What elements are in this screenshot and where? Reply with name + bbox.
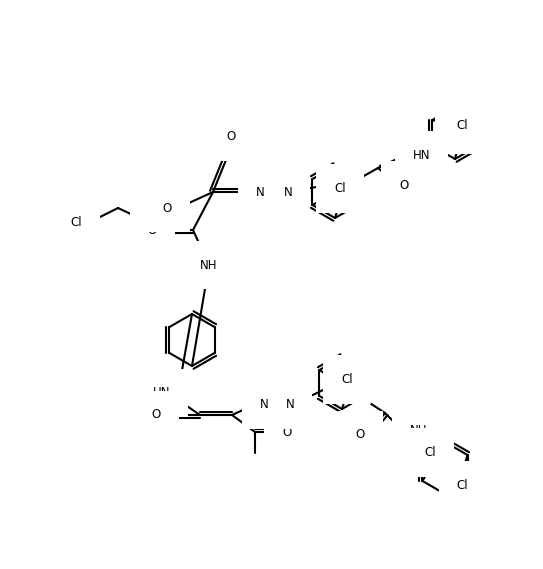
- Text: Cl: Cl: [425, 446, 436, 459]
- Text: O: O: [399, 179, 408, 192]
- Text: Cl: Cl: [457, 118, 468, 131]
- Text: O: O: [151, 409, 161, 422]
- Text: O: O: [356, 428, 365, 442]
- Text: Cl: Cl: [334, 182, 346, 195]
- Text: O: O: [282, 426, 291, 439]
- Text: Cl: Cl: [71, 216, 82, 229]
- Text: O: O: [148, 224, 157, 237]
- Text: N: N: [256, 185, 265, 199]
- Text: NH: NH: [410, 423, 427, 436]
- Text: HN: HN: [413, 149, 431, 162]
- Text: N: N: [286, 398, 295, 411]
- Text: O: O: [163, 201, 172, 215]
- Text: NH: NH: [200, 258, 218, 271]
- Text: N: N: [284, 185, 293, 199]
- Text: Cl: Cl: [453, 123, 465, 136]
- Text: Cl: Cl: [457, 479, 468, 492]
- Text: Cl: Cl: [341, 373, 353, 386]
- Text: N: N: [260, 398, 269, 411]
- Text: O: O: [226, 130, 236, 143]
- Text: HN: HN: [153, 386, 170, 399]
